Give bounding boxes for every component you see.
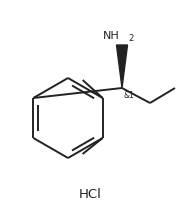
Text: HCl: HCl <box>79 189 101 201</box>
Polygon shape <box>117 45 127 88</box>
Text: &1: &1 <box>124 91 135 100</box>
Text: NH: NH <box>103 31 120 41</box>
Text: 2: 2 <box>128 34 133 43</box>
